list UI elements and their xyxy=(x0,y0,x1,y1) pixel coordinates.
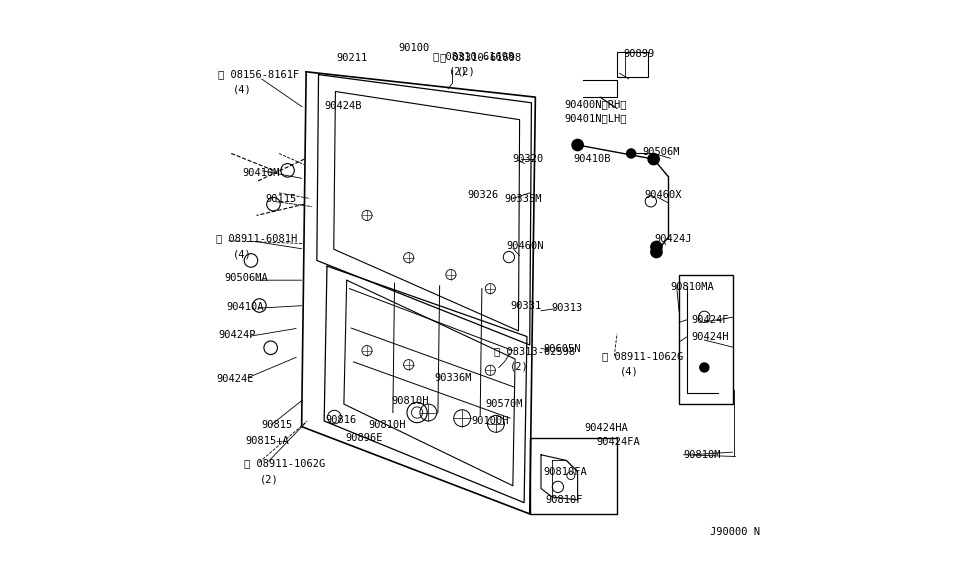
Circle shape xyxy=(700,363,709,372)
Text: (4): (4) xyxy=(233,85,252,95)
Text: 90336M: 90336M xyxy=(435,372,472,383)
Text: 90424P: 90424P xyxy=(218,331,255,340)
Text: 90460N: 90460N xyxy=(506,241,544,251)
Text: 90410A: 90410A xyxy=(226,302,263,312)
Text: Ⓑ 08156-8161F: Ⓑ 08156-8161F xyxy=(218,70,299,80)
Text: Ⓢ 08310-61698: Ⓢ 08310-61698 xyxy=(433,52,514,61)
Text: 90605N: 90605N xyxy=(544,345,581,354)
Text: 90424H: 90424H xyxy=(691,332,729,341)
Text: (4): (4) xyxy=(620,366,639,376)
Circle shape xyxy=(651,241,662,252)
Text: Ⓝ 08911-1062G: Ⓝ 08911-1062G xyxy=(603,351,683,361)
Text: 90326: 90326 xyxy=(468,190,499,200)
Text: 90424F: 90424F xyxy=(691,315,729,325)
Text: 90506M: 90506M xyxy=(643,147,680,157)
Text: 90320: 90320 xyxy=(513,154,544,164)
FancyBboxPatch shape xyxy=(679,275,732,404)
Text: 90424HA: 90424HA xyxy=(584,423,628,434)
Text: (2): (2) xyxy=(449,67,468,76)
Text: 90424J: 90424J xyxy=(654,234,691,244)
Text: (4): (4) xyxy=(233,250,252,260)
Circle shape xyxy=(651,246,662,258)
Text: Ⓢ 08313-62598: Ⓢ 08313-62598 xyxy=(494,346,575,357)
FancyBboxPatch shape xyxy=(617,52,648,78)
Text: 90896E: 90896E xyxy=(345,433,383,443)
Circle shape xyxy=(627,149,636,158)
FancyBboxPatch shape xyxy=(529,438,617,514)
Text: 90424B: 90424B xyxy=(324,101,362,110)
Text: 90506MA: 90506MA xyxy=(224,273,268,284)
Text: Ⓢ 08310-61698: Ⓢ 08310-61698 xyxy=(440,53,521,62)
Circle shape xyxy=(648,153,659,165)
Text: 90810H: 90810H xyxy=(369,420,406,430)
Text: 90100: 90100 xyxy=(399,43,430,53)
Text: 90816: 90816 xyxy=(326,415,357,425)
Text: 90424FA: 90424FA xyxy=(596,438,640,447)
Text: 90400N〈RH〉: 90400N〈RH〉 xyxy=(565,99,627,109)
Text: 90570M: 90570M xyxy=(486,399,523,409)
Text: 90100H: 90100H xyxy=(471,416,509,426)
Text: 90460X: 90460X xyxy=(644,190,682,200)
Text: 90810M: 90810M xyxy=(683,450,721,460)
Text: Ⓝ 08911-6081H: Ⓝ 08911-6081H xyxy=(216,233,297,243)
Text: 90410M: 90410M xyxy=(243,168,280,178)
Text: 90335M: 90335M xyxy=(504,194,542,204)
Text: 90115: 90115 xyxy=(265,194,296,204)
Text: 90424E: 90424E xyxy=(216,374,254,384)
Text: 90410B: 90410B xyxy=(573,154,610,164)
Text: 90401N〈LH〉: 90401N〈LH〉 xyxy=(565,113,627,123)
Text: (2): (2) xyxy=(510,362,528,372)
Text: 90810FA: 90810FA xyxy=(544,467,588,477)
Text: 90815+A: 90815+A xyxy=(246,436,289,445)
Text: Ⓝ 08911-1062G: Ⓝ 08911-1062G xyxy=(244,458,326,468)
Text: 90810H: 90810H xyxy=(392,396,429,406)
Text: 90211: 90211 xyxy=(336,53,368,63)
Text: 90313: 90313 xyxy=(552,303,583,314)
Text: 90810F: 90810F xyxy=(545,495,583,505)
Text: 90810MA: 90810MA xyxy=(670,282,714,292)
Text: (2): (2) xyxy=(260,474,279,484)
Text: 90815: 90815 xyxy=(261,421,292,431)
Text: J90000 N: J90000 N xyxy=(710,527,760,537)
Text: (2): (2) xyxy=(456,67,475,76)
Circle shape xyxy=(572,139,583,151)
Text: 90899: 90899 xyxy=(624,49,655,59)
Text: 90331: 90331 xyxy=(510,301,541,311)
